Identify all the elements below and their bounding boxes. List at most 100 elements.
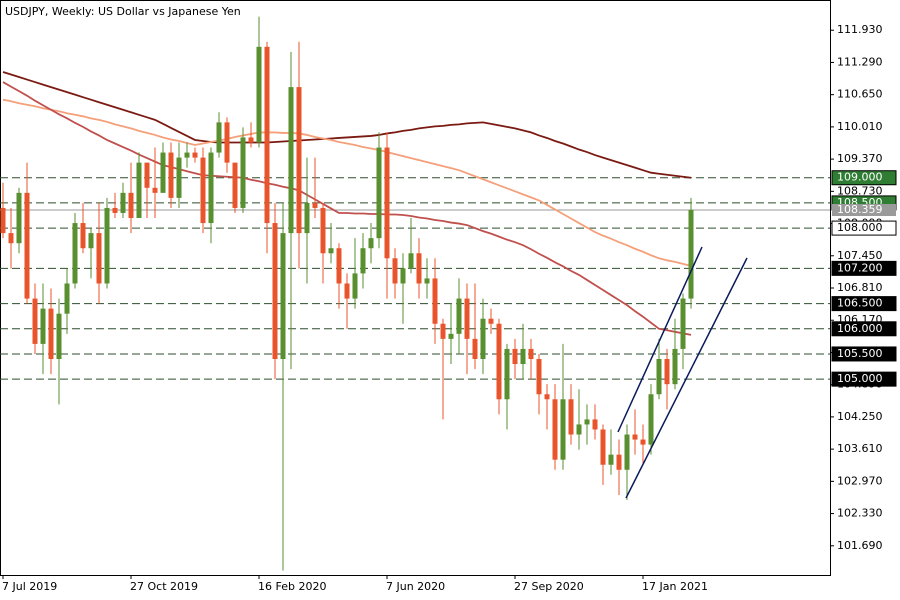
candle-body	[640, 439, 646, 445]
level-label: 109.000	[837, 171, 883, 184]
channel-line	[617, 246, 703, 433]
axis-layer: 111.930 111.290 110.650 110.010 109.370 108.7…	[2, 23, 897, 593]
candle-body	[152, 187, 158, 193]
moving-average	[2, 71, 692, 179]
candle-body	[424, 278, 430, 284]
level-box	[831, 170, 897, 186]
candle-body	[520, 348, 526, 365]
level-label: 108.000	[837, 221, 883, 234]
candle-body	[64, 283, 70, 314]
y-tick-label: 104.250	[837, 410, 883, 423]
candle-body	[400, 268, 406, 284]
candle-body	[296, 87, 302, 234]
x-tick-label: 7 Jun 2020	[386, 580, 445, 593]
candle-body	[344, 283, 350, 299]
candle-body	[504, 348, 510, 400]
y-tick-label: 109.370	[837, 152, 883, 165]
candle-body	[184, 152, 190, 158]
candle-body	[680, 298, 686, 349]
candle-body	[576, 424, 582, 435]
y-tick-label: 102.970	[837, 474, 883, 487]
candle-body	[96, 233, 102, 284]
last-price-label: 108.359	[837, 203, 883, 216]
candle-body	[264, 46, 270, 224]
level-label: 107.200	[837, 261, 883, 274]
candle-body	[176, 157, 182, 198]
candle-body	[456, 298, 462, 334]
candle-body	[352, 273, 358, 299]
candle-body	[272, 223, 278, 359]
last-price-box	[832, 204, 896, 217]
channel-line	[625, 257, 748, 499]
x-tick-label: 17 Jan 2021	[642, 580, 708, 593]
level-box	[831, 371, 897, 387]
candle-body	[0, 207, 6, 234]
candles-layer	[0, 16, 694, 571]
y-tick-label: 106.810	[837, 281, 883, 294]
candle-body	[56, 313, 62, 359]
candle-body	[664, 358, 670, 385]
y-tick-label: 107.450	[837, 249, 883, 262]
level-box	[831, 321, 897, 337]
candle-body	[200, 157, 206, 224]
y-tick-label: 108.730	[837, 184, 883, 197]
level-box	[831, 220, 897, 236]
x-tick-label: 27 Oct 2019	[130, 580, 198, 593]
candle-body	[112, 207, 118, 213]
candle-body	[80, 223, 86, 249]
candle-body	[536, 358, 542, 395]
candle-body	[432, 278, 438, 324]
candle-body	[408, 253, 414, 269]
candle-body	[24, 192, 30, 299]
candle-body	[168, 152, 174, 198]
candle-body	[48, 308, 54, 359]
candle-body	[136, 162, 142, 219]
candle-body	[40, 308, 46, 344]
level-label: 106.000	[837, 322, 883, 335]
candle-body	[616, 454, 622, 470]
x-tick-label: 27 Sep 2020	[514, 580, 584, 593]
candle-body	[384, 147, 390, 259]
candle-body	[120, 192, 126, 213]
candle-body	[280, 233, 286, 359]
candle-body	[240, 137, 246, 208]
channel	[617, 246, 748, 499]
candle-body	[88, 233, 94, 249]
candle-body	[192, 152, 198, 158]
candle-body	[208, 152, 214, 224]
candle-body	[416, 253, 422, 284]
moving-average	[2, 81, 692, 336]
candle-body	[328, 248, 334, 254]
candle-body	[480, 318, 486, 359]
moving-average	[2, 98, 692, 267]
candle-body	[104, 207, 110, 284]
candle-body	[336, 248, 342, 284]
candle-body	[688, 210, 694, 299]
candle-body	[304, 202, 310, 234]
level-box	[831, 346, 897, 362]
candle-body	[128, 192, 134, 219]
x-tick-label: 7 Jul 2019	[2, 580, 57, 593]
candle-body	[312, 202, 318, 208]
candle-body	[368, 238, 374, 249]
y-tick-label: 102.330	[837, 507, 883, 520]
candle-body	[624, 434, 630, 470]
candle-body	[568, 399, 574, 435]
candle-body	[488, 318, 494, 324]
level-label: 105.500	[837, 347, 883, 360]
chart-title: USDJPY, Weekly: US Dollar vs Japanese Ye…	[5, 5, 241, 18]
candle-body	[144, 162, 150, 188]
candle-body	[584, 419, 590, 425]
candle-body	[656, 358, 662, 395]
candle-body	[8, 233, 14, 244]
candle-body	[256, 46, 262, 143]
candle-body	[360, 248, 366, 274]
candle-body	[512, 348, 518, 365]
level-label: 106.500	[837, 297, 883, 310]
candle-body	[16, 192, 22, 244]
candle-body	[672, 348, 678, 385]
candle-body	[32, 298, 38, 344]
candle-body	[72, 223, 78, 284]
candle-body	[320, 207, 326, 254]
